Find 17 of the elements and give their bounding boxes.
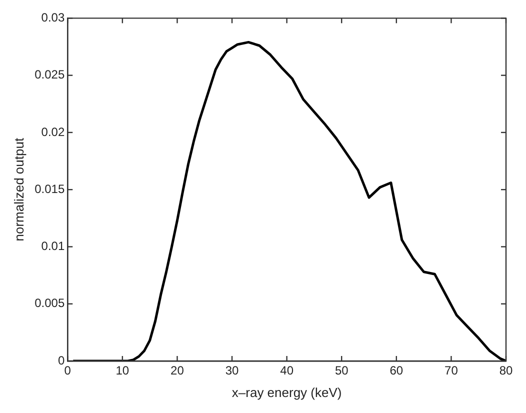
x-tick-label: 10 — [116, 364, 130, 378]
x-tick-label: 40 — [280, 364, 294, 378]
y-tick-label: 0.02 — [41, 124, 65, 139]
y-tick-label: 0.005 — [34, 296, 65, 310]
y-tick-label: 0.015 — [34, 182, 65, 196]
y-tick-label: 0.025 — [34, 68, 65, 82]
x-tick-label: 20 — [170, 364, 184, 378]
x-tick-label: 80 — [499, 364, 513, 378]
y-axis-title: normalized output — [11, 138, 26, 242]
x-tick-label: 70 — [444, 364, 458, 378]
x-tick-label: 60 — [390, 364, 404, 378]
x-tick-label: 30 — [225, 364, 240, 378]
y-tick-label: 0 — [58, 353, 65, 368]
x-tick-label: 50 — [334, 364, 349, 378]
y-tick-label: 0.03 — [41, 10, 65, 25]
x-axis-title: x–ray energy (keV) — [232, 384, 342, 400]
y-tick-label: 0.01 — [41, 239, 65, 254]
